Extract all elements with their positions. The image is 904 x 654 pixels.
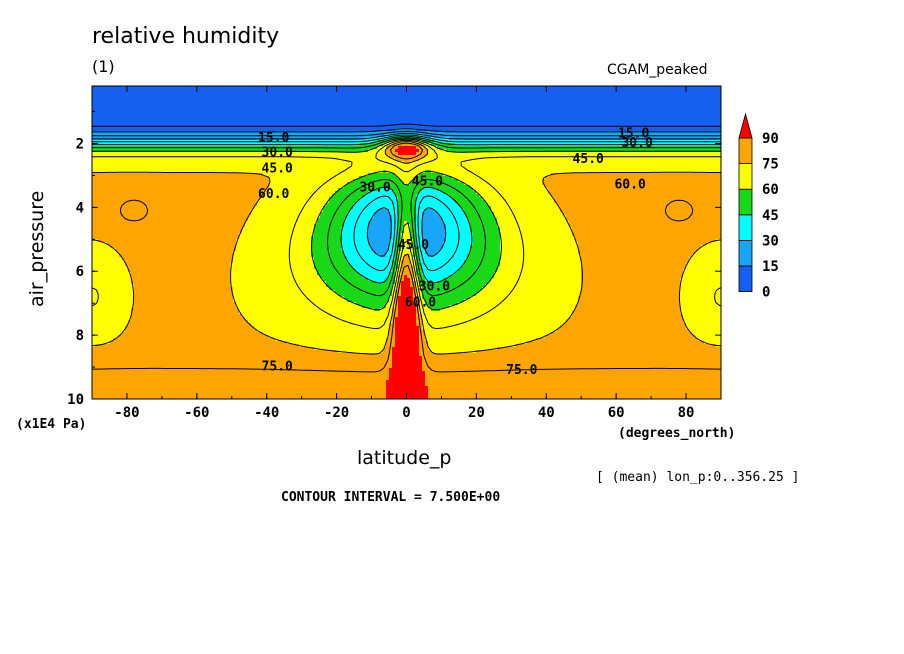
contour-label: 45.0 xyxy=(398,238,429,253)
y-tick-label: 6 xyxy=(76,264,84,280)
y-axis-label: air_pressure xyxy=(26,191,48,307)
contour-label: 30.0 xyxy=(262,146,293,161)
contour-label: 15.0 xyxy=(258,131,289,146)
colorbar-swatch xyxy=(738,188,753,216)
contour-label: 15.0 xyxy=(618,126,649,141)
contour-labels: 15.030.045.060.0 30.0 45.045.030.060.015.0… xyxy=(258,126,653,377)
dataset-label: CGAM_peaked xyxy=(607,63,707,77)
x-tick-label: -80 xyxy=(114,405,139,421)
x-axis-label: latitude_p xyxy=(357,449,451,468)
colorbar-swatch xyxy=(738,163,753,190)
y-axis-unit: (x1E4 Pa) xyxy=(16,418,86,431)
y-axis: 2 4 6 8 10 xyxy=(67,111,721,408)
colorbar-label: 30 xyxy=(762,233,779,249)
colorbar: 0 15 30 45 60 75 90 xyxy=(738,112,779,301)
contour-label: 60.0 xyxy=(258,187,289,202)
contour-label: 45.0 xyxy=(412,174,443,189)
x-tick-label: -20 xyxy=(324,405,349,421)
x-tick-label: 80 xyxy=(678,405,695,421)
colorbar-label: 45 xyxy=(762,208,779,224)
averaging-note: [ (mean) lon_p:0..356.25 ] xyxy=(596,471,800,484)
contour-label: 45.0 xyxy=(573,152,604,167)
colorbar-label: 90 xyxy=(762,131,779,147)
contour-path xyxy=(92,123,721,373)
y-tick-label: 2 xyxy=(76,136,84,152)
x-tick-label: -40 xyxy=(254,405,279,421)
colorbar-label: 60 xyxy=(762,182,779,198)
contour-label: 30.0 xyxy=(359,181,390,196)
colorbar-label: 75 xyxy=(762,157,779,173)
x-axis-unit: (degrees_north) xyxy=(618,427,735,440)
contour-label: 60.0 xyxy=(614,178,645,193)
y-tick-label: 4 xyxy=(76,200,84,216)
colorbar-swatch xyxy=(738,239,753,267)
contour-label: 75.0 xyxy=(506,363,537,378)
x-tick-label: 60 xyxy=(608,405,625,421)
x-tick-label: 0 xyxy=(402,405,410,421)
contour-label: 60.0 xyxy=(405,296,436,311)
y-tick-label: 10 xyxy=(67,392,84,408)
x-axis: -80 -60 -40 -20 0 20 40 60 80 xyxy=(91,86,722,421)
contour-lines xyxy=(92,123,721,373)
chart-subtitle: (1) xyxy=(92,59,115,75)
contour-label: 45.0 xyxy=(262,162,293,177)
contour-label: 30.0 xyxy=(621,136,652,151)
x-tick-label: 20 xyxy=(468,405,485,421)
chart-title: relative humidity xyxy=(92,26,279,48)
contour-label: 30.0 xyxy=(419,280,450,295)
x-tick-label: -60 xyxy=(184,405,209,421)
colorbar-swatch xyxy=(738,265,753,293)
colorbar-swatch xyxy=(738,214,753,241)
colorbar-label: 0 xyxy=(762,285,770,301)
colorbar-over-arrow xyxy=(738,112,753,139)
contour-label: 75.0 xyxy=(262,360,293,375)
y-tick-label: 8 xyxy=(76,328,84,344)
x-tick-label: 40 xyxy=(538,405,555,421)
contour-interval: CONTOUR INTERVAL = 7.500E+00 xyxy=(281,491,500,504)
colorbar-label: 15 xyxy=(762,259,779,275)
colorbar-swatch xyxy=(738,137,753,165)
